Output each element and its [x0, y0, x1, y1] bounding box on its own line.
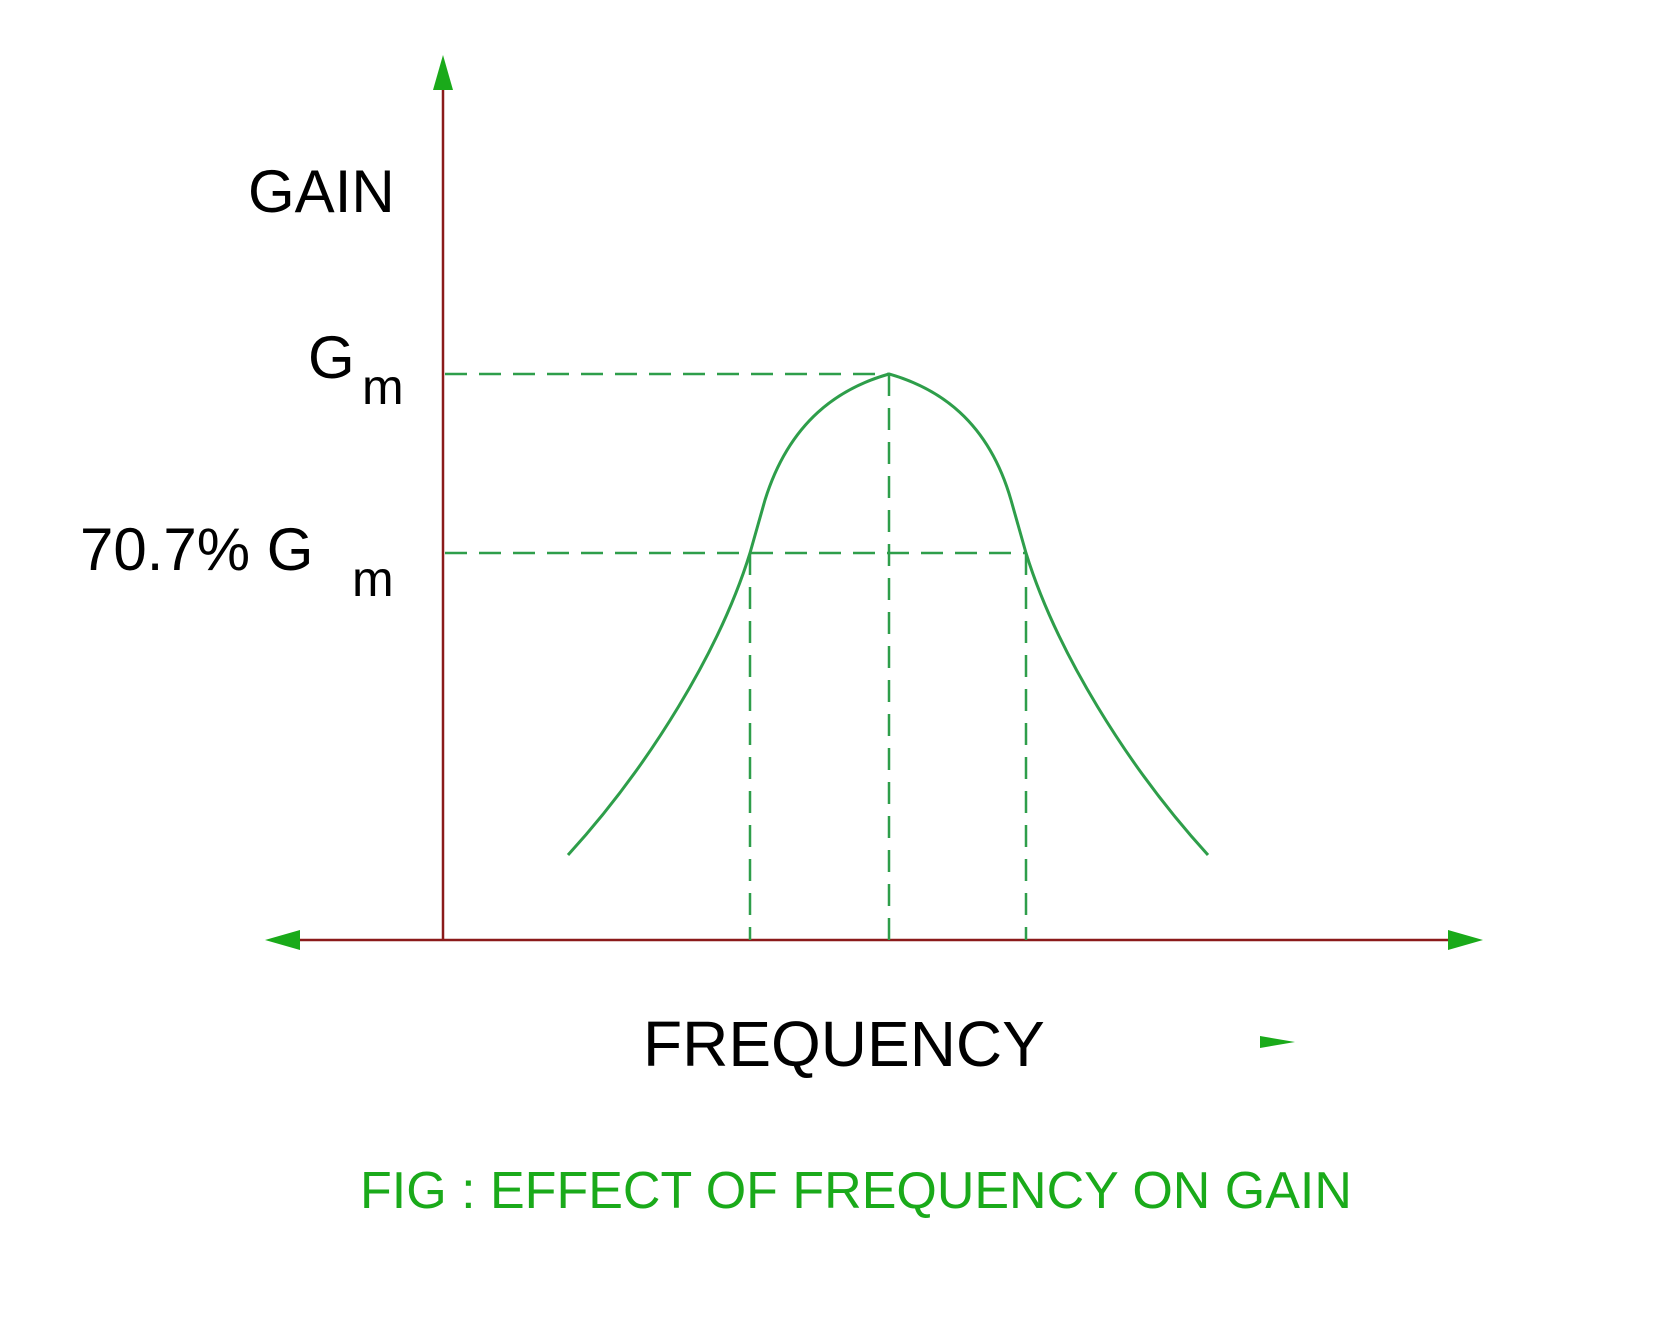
- half-power-label: 70.7% G: [80, 516, 313, 583]
- peak-gain-subscript: m: [362, 359, 404, 415]
- peak-gain-main: G: [308, 324, 355, 391]
- y-axis-label: GAIN: [248, 158, 395, 225]
- half-power-subscript: m: [352, 551, 394, 607]
- x-axis-right-arrow-icon: [1448, 930, 1483, 950]
- peak-gain-label: G: [308, 324, 355, 391]
- gain-curve: [566, 372, 1210, 857]
- x-axis-label: FREQUENCY: [643, 1008, 1045, 1080]
- y-axis-arrow-icon: [433, 55, 453, 90]
- figure-caption: FIG : EFFECT OF FREQUENCY ON GAIN: [360, 1162, 1352, 1220]
- x-axis-label-arrow-icon: [1260, 1036, 1295, 1048]
- x-axis-left-arrow-icon: [265, 930, 300, 950]
